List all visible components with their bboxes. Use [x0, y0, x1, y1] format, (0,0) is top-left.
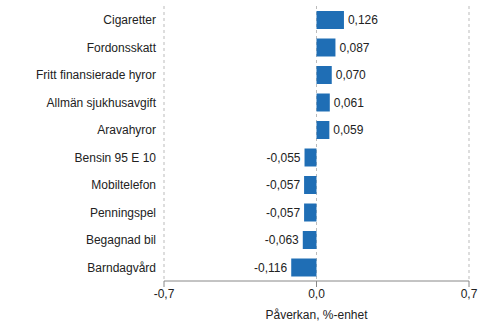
svg-text:Begagnad bil: Begagnad bil [86, 233, 156, 247]
svg-text:Barndagvård: Barndagvård [87, 261, 156, 275]
svg-text:Fritt finansierade hyror: Fritt finansierade hyror [36, 68, 156, 82]
svg-text:0,061: 0,061 [334, 96, 364, 110]
svg-text:Påverkan, %-enhet: Påverkan, %-enhet [265, 308, 368, 322]
svg-text:0,059: 0,059 [333, 123, 363, 137]
svg-text:Aravahyror: Aravahyror [97, 123, 156, 137]
svg-text:0,0: 0,0 [308, 287, 325, 301]
svg-text:0,087: 0,087 [339, 41, 369, 55]
svg-text:-0,055: -0,055 [266, 151, 300, 165]
svg-text:-0,063: -0,063 [265, 233, 299, 247]
svg-text:Allmän sjukhusavgift: Allmän sjukhusavgift [47, 96, 157, 110]
svg-text:-0,057: -0,057 [266, 206, 300, 220]
svg-text:0,126: 0,126 [348, 13, 378, 27]
svg-text:Fordonsskatt: Fordonsskatt [87, 41, 157, 55]
svg-text:-0,116: -0,116 [254, 261, 287, 275]
svg-text:Bensin 95 E 10: Bensin 95 E 10 [75, 151, 157, 165]
svg-text:0,7: 0,7 [461, 287, 478, 301]
svg-text:Penningspel: Penningspel [90, 206, 156, 220]
svg-text:Cigaretter: Cigaretter [103, 13, 156, 27]
svg-text:-0,7: -0,7 [154, 287, 175, 301]
svg-text:0,070: 0,070 [336, 68, 366, 82]
svg-text:Mobiltelefon: Mobiltelefon [91, 178, 156, 192]
svg-text:-0,057: -0,057 [266, 178, 300, 192]
